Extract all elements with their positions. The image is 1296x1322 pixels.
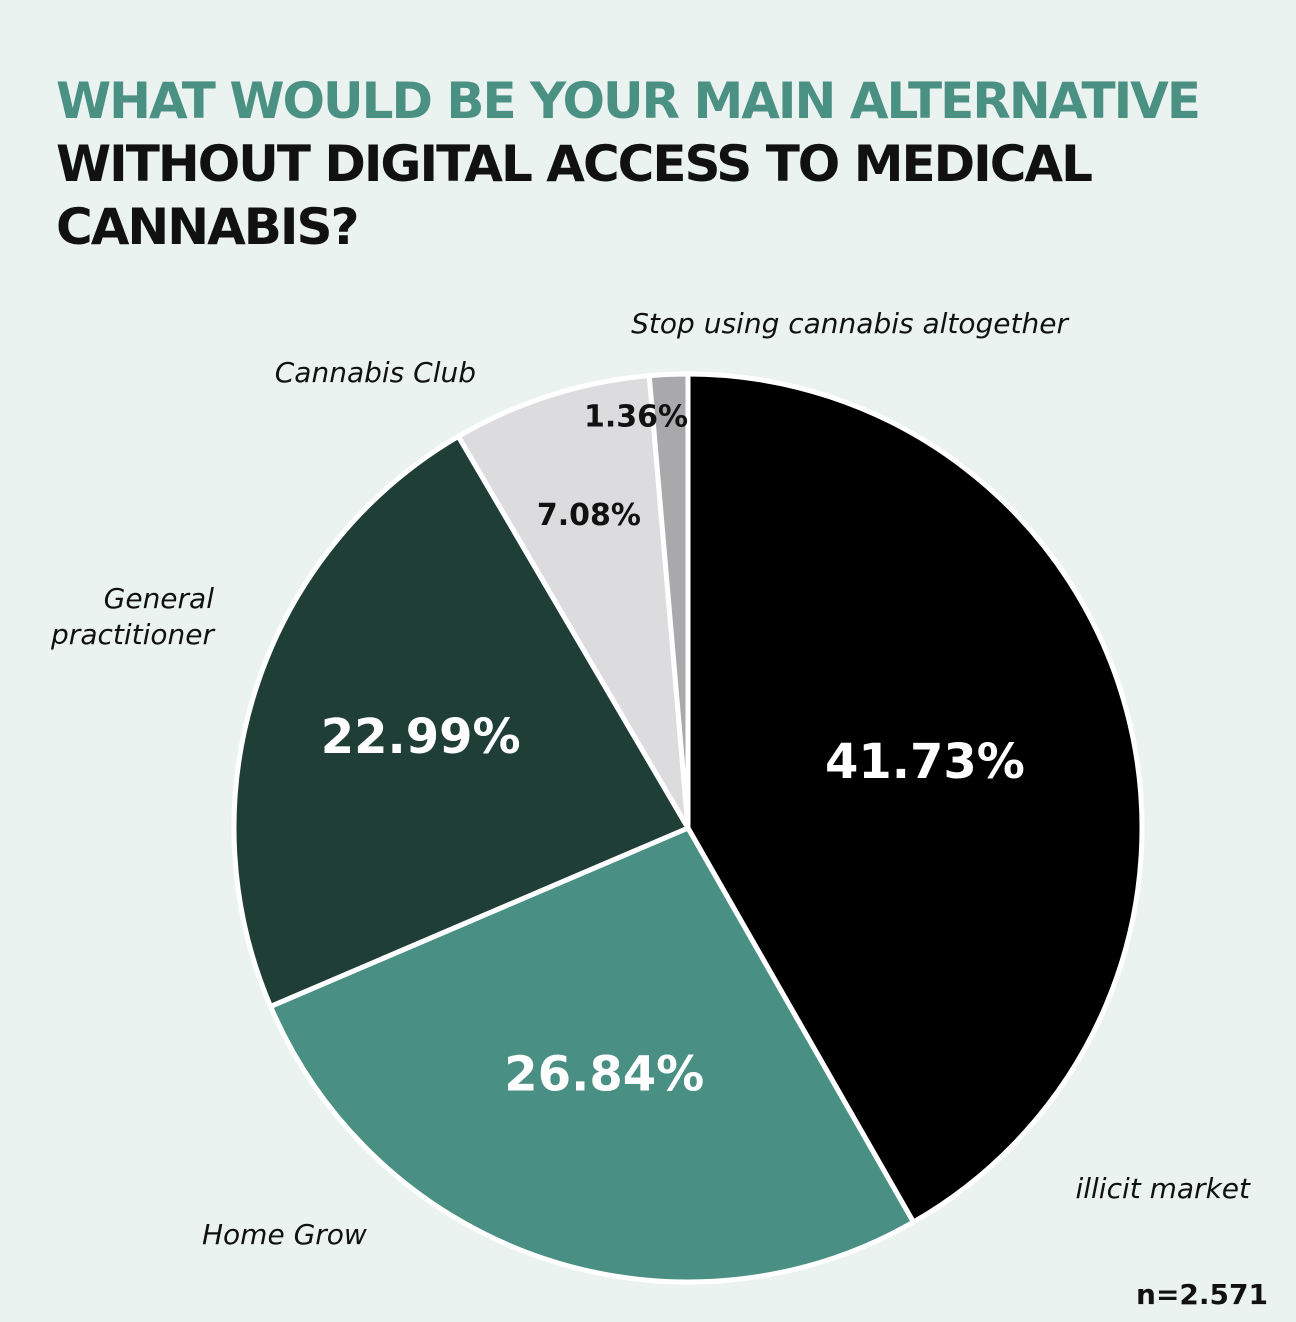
chart-title: WHAT WOULD BE YOUR MAIN ALTERNATIVE WITH… bbox=[56, 70, 1296, 259]
pie-slice-home-grow bbox=[268, 825, 916, 1285]
data-label-value: 41.73% bbox=[825, 734, 1025, 790]
pie-slice-general-practitioner bbox=[231, 433, 691, 1009]
category-label: illicit market bbox=[1075, 1172, 1251, 1205]
pie-slice-cannabis-club bbox=[455, 373, 691, 831]
category-label: Stop using cannabis altogether bbox=[631, 307, 1069, 340]
data-label-value: 7.08% bbox=[537, 498, 641, 533]
data-label-value: 1.36% bbox=[584, 400, 688, 435]
data-label-value: 26.84% bbox=[504, 1047, 704, 1103]
sample-size-label: n=2.571 bbox=[1136, 1278, 1268, 1311]
pie-slice-illicit-market bbox=[685, 371, 1145, 1225]
pie-slice-stop-using-cannabis-altogether bbox=[646, 371, 691, 831]
chart-title-accent: WHAT WOULD BE YOUR MAIN ALTERNATIVE bbox=[56, 72, 1201, 130]
category-label: Cannabis Club bbox=[275, 356, 476, 389]
category-label: Home Grow bbox=[202, 1218, 367, 1251]
category-label: General practitioner bbox=[50, 582, 215, 651]
chart-title-rest: WITHOUT DIGITAL ACCESS TO MEDICAL CANNAB… bbox=[56, 135, 1093, 256]
data-label-value: 22.99% bbox=[321, 709, 521, 765]
